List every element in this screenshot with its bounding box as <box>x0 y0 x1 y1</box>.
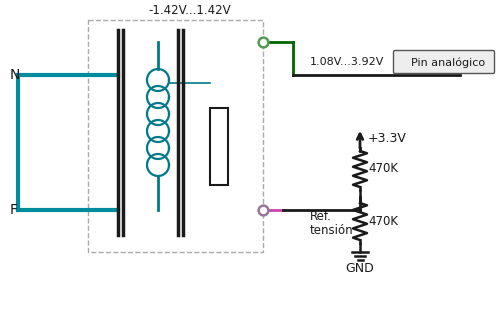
Text: F: F <box>10 203 18 217</box>
Text: 470K: 470K <box>368 162 398 176</box>
Bar <box>210 108 228 185</box>
Text: N: N <box>10 68 20 82</box>
Text: tensión: tensión <box>310 224 354 237</box>
Text: 470K: 470K <box>368 215 398 228</box>
Text: Pin analógico: Pin analógico <box>411 58 485 68</box>
Text: +3.3V: +3.3V <box>368 132 407 144</box>
FancyBboxPatch shape <box>394 50 494 74</box>
Text: GND: GND <box>346 262 374 274</box>
Text: -1.42V...1.42V: -1.42V...1.42V <box>148 4 232 16</box>
Text: Ref.: Ref. <box>310 210 332 223</box>
Text: 1.08V...3.92V: 1.08V...3.92V <box>310 57 384 67</box>
